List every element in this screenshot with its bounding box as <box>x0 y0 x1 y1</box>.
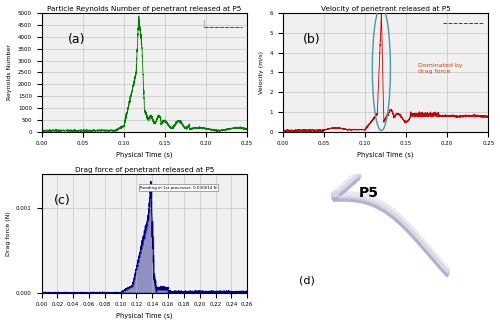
Text: |: | <box>202 20 204 27</box>
Y-axis label: Velocity (m/s): Velocity (m/s) <box>259 51 264 94</box>
Title: Drag force of penetrant released at P5: Drag force of penetrant released at P5 <box>74 167 214 173</box>
Text: (a): (a) <box>68 33 86 46</box>
Title: Velocity of penetrant released at P5: Velocity of penetrant released at P5 <box>320 6 450 12</box>
Title: Particle Reynolds Number of penetrant released at P5: Particle Reynolds Number of penetrant re… <box>47 6 242 12</box>
X-axis label: Physical Time (s): Physical Time (s) <box>116 152 172 158</box>
Text: (d): (d) <box>299 275 315 285</box>
Text: (b): (b) <box>303 33 321 46</box>
Text: P5: P5 <box>359 186 379 200</box>
Text: Dominated by
drag force: Dominated by drag force <box>418 63 463 74</box>
Y-axis label: Drag force (N): Drag force (N) <box>6 211 10 256</box>
Text: (c): (c) <box>54 194 70 207</box>
X-axis label: Physical Time (s): Physical Time (s) <box>358 152 414 158</box>
X-axis label: Physical Time (s): Physical Time (s) <box>116 313 172 319</box>
Y-axis label: Reynolds Number: Reynolds Number <box>8 45 12 100</box>
Text: Reading in 1st processor: 0.000014 N: Reading in 1st processor: 0.000014 N <box>140 186 217 189</box>
